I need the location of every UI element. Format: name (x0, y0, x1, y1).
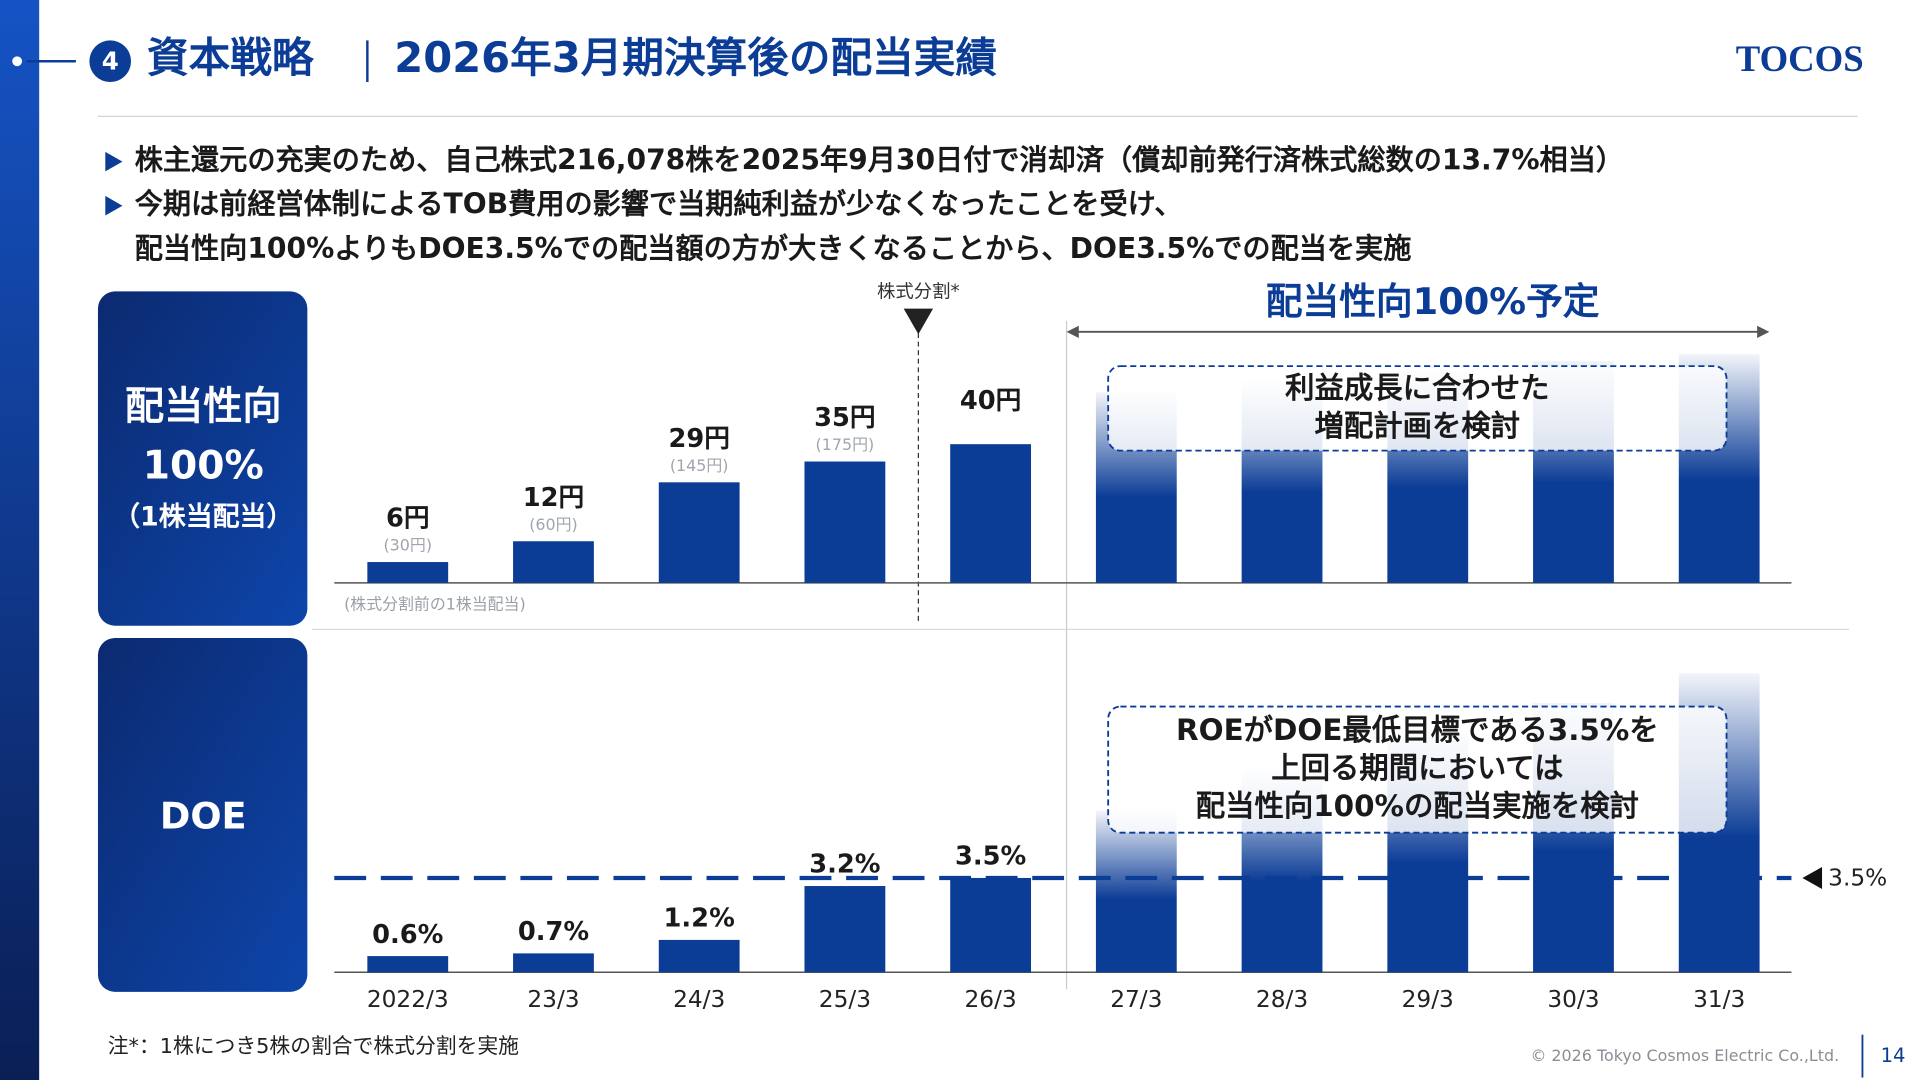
annotation-text: ROEがDOE最低目標である3.5%を (1176, 713, 1659, 747)
bullets: 株主還元の充実のため、自己株式216,078株を2025年9月30日付で消却済（… (105, 144, 1624, 265)
bullet-text: 株主還元の充実のため、自己株式216,078株を2025年9月30日付で消却済（… (135, 144, 1624, 177)
value-label: 0.7% (518, 917, 589, 947)
pre-split-label: (30円) (383, 536, 432, 555)
value-label: 12円 (523, 483, 584, 513)
section-number: 4 (102, 46, 119, 75)
bar (950, 444, 1032, 583)
panel-label: DOE (160, 794, 247, 837)
decor-dot (12, 56, 23, 67)
x-tick-label: 24/3 (673, 986, 725, 1013)
pre-split-note: (株式分割前の1株当配当) (344, 594, 526, 613)
bar (658, 939, 740, 973)
slide-title: 2026年3月期決算後の配当実績 (394, 33, 997, 82)
bar (804, 461, 886, 583)
reference-label: 3.5% (1828, 865, 1887, 892)
panel-label: 配当性向 (125, 384, 282, 429)
page-number: 14 (1881, 1044, 1906, 1067)
panel (97, 637, 308, 992)
copyright: © 2026 Tokyo Cosmos Electric Co.,Ltd. (1530, 1046, 1839, 1065)
value-label: 40円 (960, 386, 1021, 416)
x-tick-label: 29/3 (1402, 986, 1454, 1013)
annotation-box (1107, 705, 1728, 834)
annotation-box (1107, 365, 1728, 452)
plot: 6円 (30円) 12円 (60円) 29円 (145円) 35円 (175円) 40円 利益成長… (113, 354, 1887, 1013)
side-stripe (0, 0, 40, 1080)
x-tick-label: 25/3 (819, 986, 871, 1013)
x-tick-label: 23/3 (527, 986, 579, 1013)
section-badge (89, 40, 132, 83)
bullet-text: 配当性向100%よりもDOE3.5%での配当額の方が大きくなることから、DOE3… (135, 232, 1412, 265)
panel (97, 291, 308, 626)
pre-split-label: (145円) (670, 456, 729, 475)
bar (658, 482, 740, 583)
projection-label: 配当性向100%予定 (1266, 280, 1600, 323)
pre-split-label: (60円) (529, 515, 578, 534)
bar (367, 956, 449, 973)
panel-label: 100% (143, 443, 264, 488)
value-label: 6円 (386, 504, 430, 534)
bullet-marker (105, 151, 123, 172)
annotation-text: 上回る期間においては (1271, 751, 1563, 785)
value-label: 1.2% (664, 904, 735, 934)
projected-bar (1095, 810, 1177, 973)
logo: TOCOS (1736, 38, 1864, 79)
annotation-text: 増配計画を検討 (1315, 409, 1521, 443)
bullet-text: 今期は前経営体制によるTOB費用の影響で当期純利益が少なくなったことを受け、 (135, 188, 1183, 221)
x-tick-label: 31/3 (1693, 986, 1745, 1013)
x-tick-label: 28/3 (1256, 986, 1308, 1013)
bar (513, 953, 594, 973)
annotation-text: 配当性向100%の配当実施を検討 (1196, 789, 1639, 823)
annotation-text: 利益成長に合わせた (1285, 371, 1549, 405)
x-tick-label: 27/3 (1110, 986, 1162, 1013)
section-title: 資本戦略 (147, 33, 315, 82)
value-label: 0.6% (372, 920, 443, 950)
pre-split-label: (175円) (816, 435, 875, 454)
reference-marker (1802, 866, 1823, 889)
panel-label: （1株当配当） (113, 501, 293, 532)
bar (367, 562, 449, 583)
x-tick-label: 2022/3 (367, 986, 449, 1013)
x-tick-label: 30/3 (1547, 986, 1599, 1013)
value-label: 3.2% (809, 850, 880, 880)
footnote: 注*：1株につき5株の割合で株式分割を実施 (108, 1034, 519, 1058)
split-marker (903, 308, 934, 335)
x-tick-label: 26/3 (965, 986, 1017, 1013)
arrow-head (1757, 325, 1770, 338)
split-label: 株式分割* (877, 282, 960, 303)
value-label: 3.5% (955, 842, 1026, 872)
bar (804, 886, 886, 973)
bullet-marker (105, 195, 123, 216)
value-label: 29円 (668, 424, 729, 454)
bar (513, 541, 594, 583)
bar (950, 877, 1032, 973)
value-label: 35円 (814, 403, 875, 433)
arrow-head (1066, 325, 1079, 338)
